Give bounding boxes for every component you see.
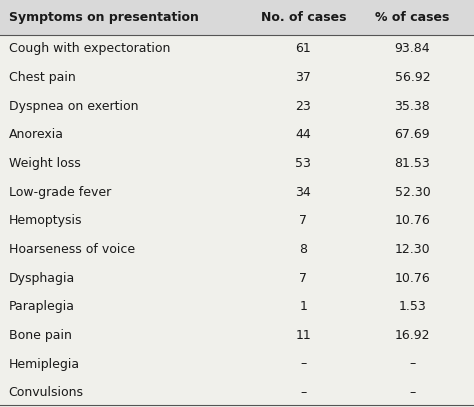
Text: 35.38: 35.38 xyxy=(394,100,430,113)
Text: Symptoms on presentation: Symptoms on presentation xyxy=(9,11,199,24)
Text: 11: 11 xyxy=(295,329,311,342)
Text: Paraplegia: Paraplegia xyxy=(9,300,74,313)
Text: Bone pain: Bone pain xyxy=(9,329,72,342)
Text: 44: 44 xyxy=(295,128,311,141)
Text: 10.76: 10.76 xyxy=(394,271,430,284)
Text: 81.53: 81.53 xyxy=(394,157,430,170)
Text: 7: 7 xyxy=(300,214,307,227)
Text: Hemiplegia: Hemiplegia xyxy=(9,357,80,370)
Bar xyxy=(0,0,474,35)
Text: % of cases: % of cases xyxy=(375,11,449,24)
Text: –: – xyxy=(300,357,307,370)
Text: 34: 34 xyxy=(295,186,311,199)
Text: –: – xyxy=(409,386,416,399)
Text: Dysphagia: Dysphagia xyxy=(9,271,75,284)
Text: 7: 7 xyxy=(300,271,307,284)
Text: 16.92: 16.92 xyxy=(395,329,430,342)
Text: 61: 61 xyxy=(295,42,311,55)
Text: 23: 23 xyxy=(295,100,311,113)
Text: Anorexia: Anorexia xyxy=(9,128,64,141)
Text: Hoarseness of voice: Hoarseness of voice xyxy=(9,243,135,256)
Text: 10.76: 10.76 xyxy=(394,214,430,227)
Text: 1.53: 1.53 xyxy=(399,300,426,313)
Text: 37: 37 xyxy=(295,71,311,84)
Text: 93.84: 93.84 xyxy=(394,42,430,55)
Text: 1: 1 xyxy=(300,300,307,313)
Text: 53: 53 xyxy=(295,157,311,170)
Text: 67.69: 67.69 xyxy=(394,128,430,141)
Text: Low-grade fever: Low-grade fever xyxy=(9,186,111,199)
Text: Weight loss: Weight loss xyxy=(9,157,80,170)
Text: Dyspnea on exertion: Dyspnea on exertion xyxy=(9,100,138,113)
Text: Cough with expectoration: Cough with expectoration xyxy=(9,42,170,55)
Text: –: – xyxy=(300,386,307,399)
Text: 56.92: 56.92 xyxy=(394,71,430,84)
Text: Convulsions: Convulsions xyxy=(9,386,83,399)
Text: Chest pain: Chest pain xyxy=(9,71,75,84)
Text: 12.30: 12.30 xyxy=(394,243,430,256)
Text: 52.30: 52.30 xyxy=(394,186,430,199)
Text: –: – xyxy=(409,357,416,370)
Text: No. of cases: No. of cases xyxy=(261,11,346,24)
Text: Hemoptysis: Hemoptysis xyxy=(9,214,82,227)
Text: 8: 8 xyxy=(300,243,307,256)
